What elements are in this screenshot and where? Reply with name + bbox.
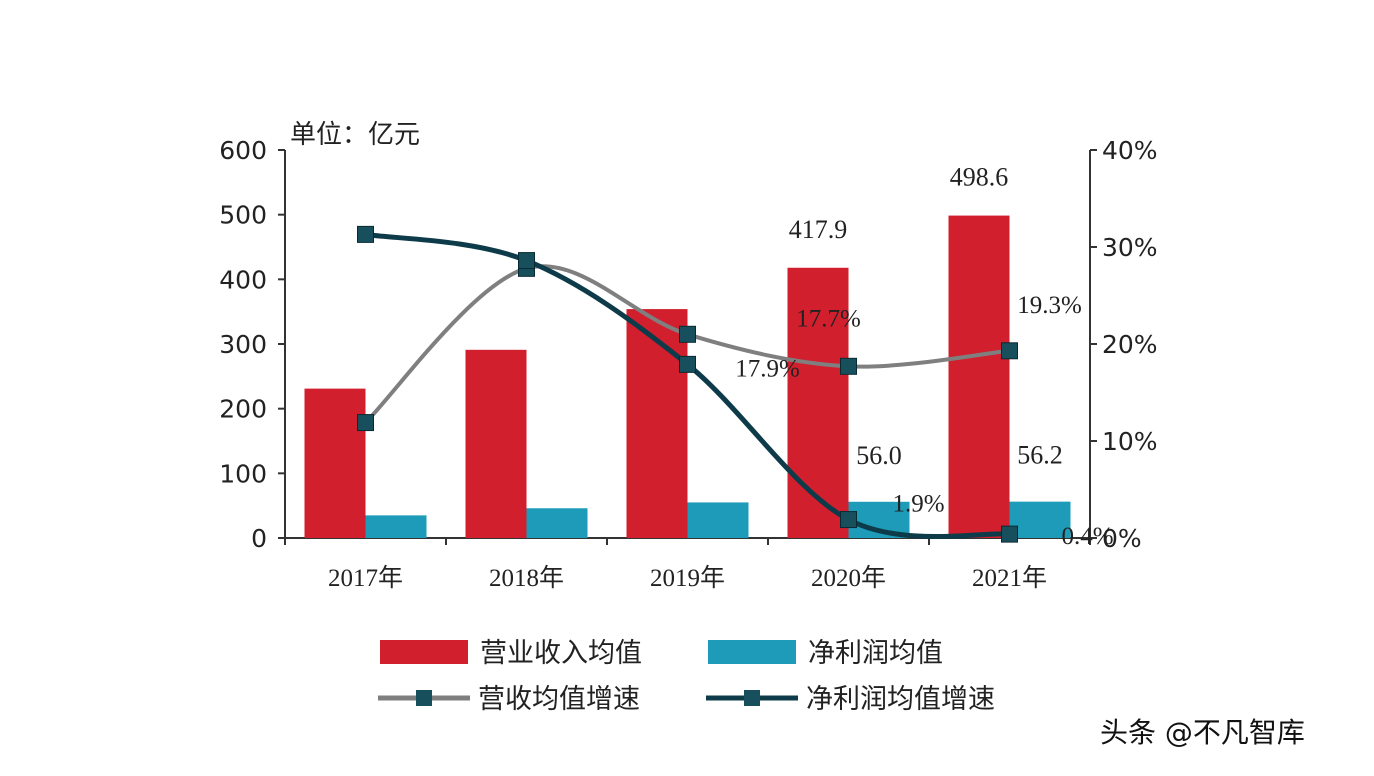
- revenue-bar: [787, 267, 849, 538]
- x-tick-label: 2019年: [650, 564, 725, 592]
- profit-bar: [1009, 501, 1071, 538]
- legend-marker: [416, 690, 432, 706]
- revenue-bar: [948, 215, 1010, 538]
- profit-growth-label: 1.9%: [892, 491, 944, 518]
- legend-swatch: [380, 640, 468, 664]
- x-tick-label: 2020年: [811, 564, 886, 592]
- legend-label: 营业收入均值: [480, 638, 642, 669]
- y-left-tick-label: 500: [219, 201, 267, 230]
- revenue-value-label: 498.6: [950, 163, 1009, 192]
- profit-growth-marker: [679, 355, 696, 373]
- legend-marker: [744, 690, 760, 706]
- y-left-tick-label: 600: [219, 136, 267, 165]
- profit-value-label: 56.0: [856, 441, 902, 470]
- y-left-tick-label: 0: [251, 524, 267, 553]
- revenue-growth-label: 19.3%: [1017, 292, 1082, 319]
- x-tick-label: 2017年: [328, 564, 403, 592]
- revenue-bar: [626, 309, 688, 538]
- x-tick-label: 2021年: [972, 564, 1047, 592]
- x-tick-label: 2018年: [489, 564, 564, 592]
- revenue-value-label: 417.9: [789, 215, 848, 244]
- profit-growth-label: 0.4%: [1061, 523, 1113, 550]
- revenue-growth-marker: [840, 357, 857, 375]
- legend-label: 营收均值增速: [478, 684, 640, 715]
- revenue-growth-marker: [357, 414, 374, 432]
- profit-growth-marker: [518, 252, 535, 270]
- revenue-bar: [465, 349, 527, 538]
- unit-label: 单位：亿元: [290, 120, 420, 150]
- profit-bar: [365, 515, 427, 538]
- profit-bar: [687, 502, 749, 538]
- y-right-tick-label: 40%: [1102, 136, 1158, 165]
- y-left-tick-label: 400: [219, 265, 267, 294]
- y-right-tick-label: 10%: [1102, 427, 1158, 456]
- y-left-tick-label: 100: [219, 459, 267, 488]
- y-left-tick-label: 200: [219, 395, 267, 424]
- legend-label: 净利润均值增速: [806, 684, 995, 715]
- y-right-tick-label: 30%: [1102, 233, 1158, 262]
- revenue-bar: [304, 388, 366, 538]
- legend-label: 净利润均值: [808, 638, 943, 669]
- revenue-growth-marker: [679, 325, 696, 343]
- y-right-tick-label: 0%: [1102, 524, 1142, 553]
- profit-growth-marker: [357, 225, 374, 243]
- revenue-growth-label: 17.7%: [796, 305, 861, 332]
- profit-growth-marker: [1001, 525, 1018, 543]
- y-left-tick-label: 300: [219, 330, 267, 359]
- profit-growth-label: 17.9%: [735, 355, 800, 382]
- profit-bar: [526, 508, 588, 538]
- y-right-tick-label: 20%: [1102, 330, 1158, 359]
- profit-growth-marker: [840, 511, 857, 529]
- revenue-growth-marker: [1001, 342, 1018, 360]
- legend-swatch: [708, 640, 796, 664]
- profit-value-label: 56.2: [1017, 441, 1063, 470]
- revenue-growth-line: [363, 264, 1012, 425]
- watermark-text: 头条 @不凡智库: [1100, 716, 1305, 749]
